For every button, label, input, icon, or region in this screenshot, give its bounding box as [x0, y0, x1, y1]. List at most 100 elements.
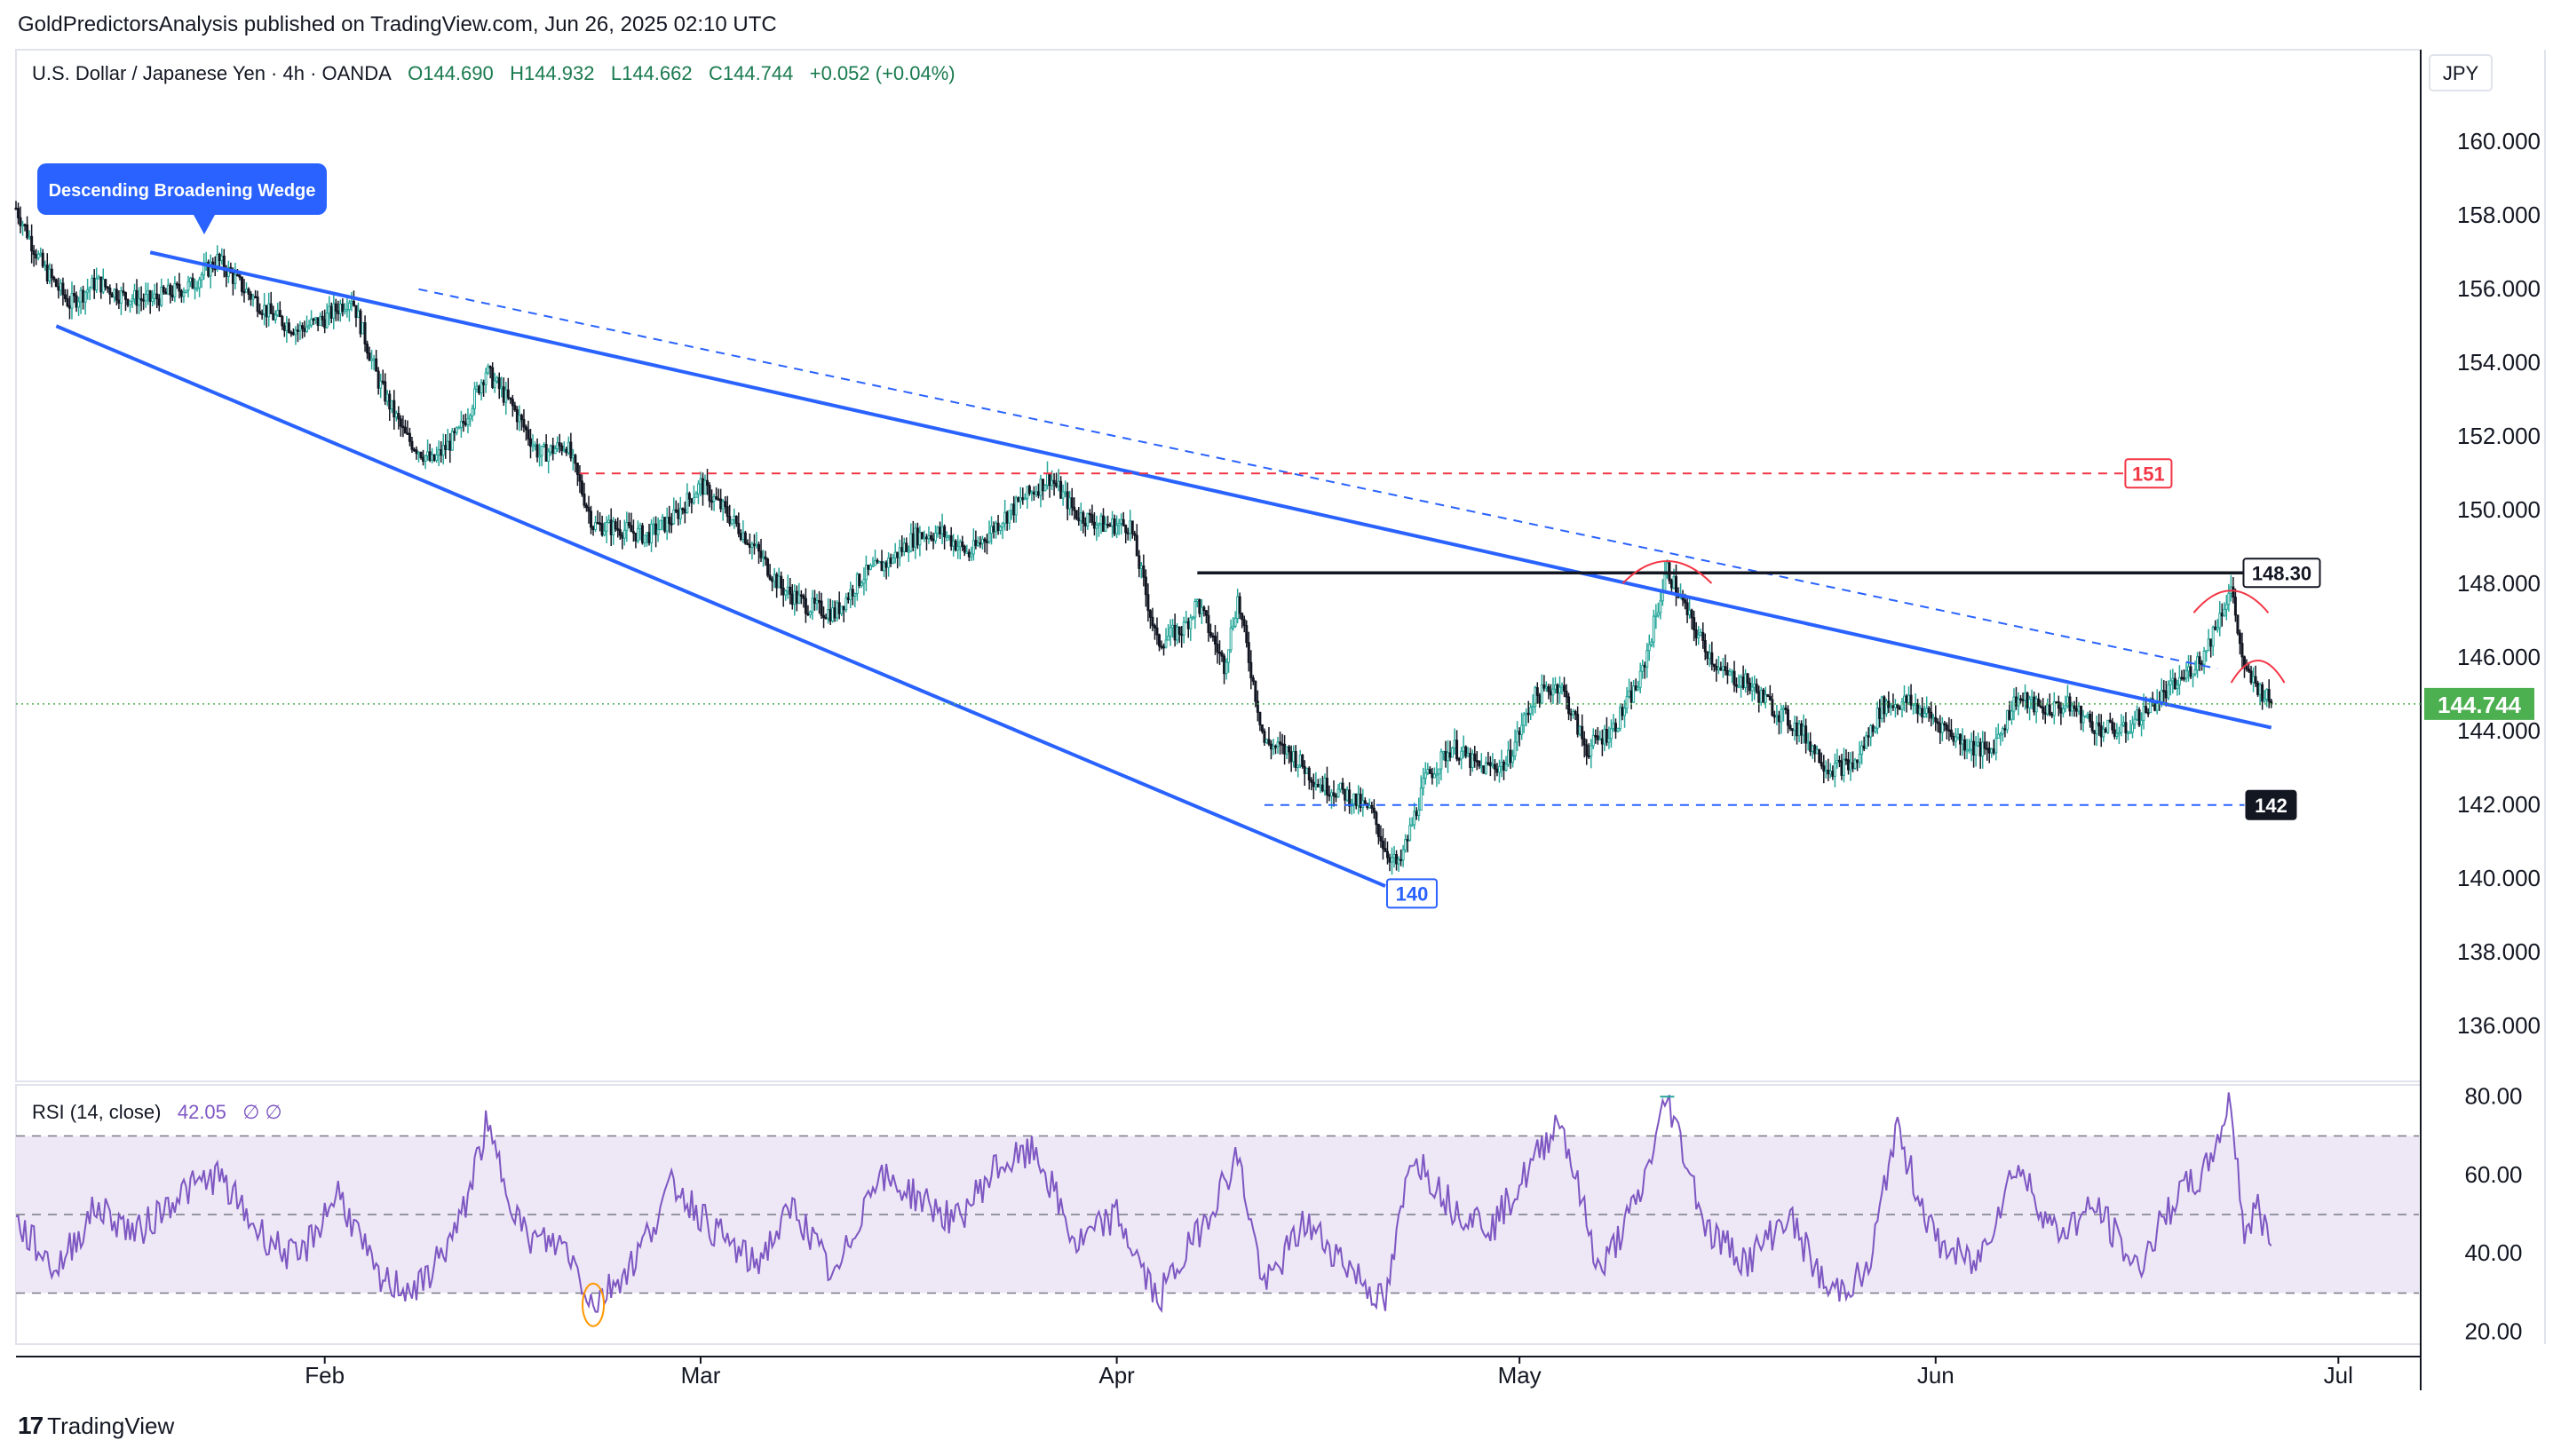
candle	[2021, 699, 2025, 701]
candle	[1560, 684, 1564, 688]
candle	[2223, 608, 2226, 617]
candle	[1755, 684, 1758, 692]
candle	[687, 493, 691, 500]
candle	[916, 527, 919, 546]
candle	[484, 372, 488, 385]
candle	[999, 526, 1003, 531]
candle	[1874, 727, 1877, 732]
candle	[2086, 713, 2089, 716]
candle	[1972, 740, 1976, 756]
candle	[2205, 650, 2208, 653]
candle	[289, 331, 293, 335]
candle	[2126, 732, 2129, 735]
candle	[540, 446, 543, 456]
candle	[1376, 824, 1380, 837]
candle	[1694, 629, 1698, 638]
candle	[1715, 666, 1718, 671]
candle	[1191, 616, 1194, 620]
candle	[858, 574, 861, 586]
candle	[893, 551, 897, 558]
candle	[853, 592, 857, 597]
candle	[864, 565, 868, 581]
candle	[2169, 680, 2172, 685]
candle	[1256, 700, 1259, 713]
candle	[1860, 745, 1864, 755]
candle	[164, 291, 168, 295]
candle	[388, 393, 392, 410]
candle	[110, 293, 114, 298]
candle	[2249, 670, 2253, 684]
candle	[790, 593, 794, 605]
candle	[1323, 778, 1327, 792]
candle	[2186, 666, 2190, 672]
candle	[2145, 706, 2148, 714]
candle	[2064, 705, 2067, 709]
candle	[1305, 767, 1309, 774]
candle	[1797, 723, 1801, 737]
candle	[1074, 510, 1078, 519]
candle	[2167, 684, 2170, 699]
candle	[1014, 497, 1018, 516]
candle	[1925, 708, 1929, 714]
candle	[833, 607, 836, 619]
level-14830-label-box	[2242, 558, 2321, 589]
candle	[1097, 523, 1100, 526]
candle	[296, 329, 299, 332]
candle	[860, 582, 863, 586]
candle	[1120, 518, 1123, 524]
candle	[1641, 664, 1645, 672]
candle	[534, 444, 537, 447]
price-tick-label: 150.000	[2457, 496, 2541, 523]
candle	[298, 325, 302, 331]
candle	[1878, 707, 1882, 719]
candle	[600, 523, 604, 536]
candle	[1650, 641, 1653, 645]
candle	[455, 427, 458, 433]
tradingview-logo[interactable]: 17 TradingView	[18, 1412, 174, 1440]
tradingview-logo-text: TradingView	[47, 1412, 175, 1439]
candle	[1836, 759, 1839, 764]
candle	[1176, 626, 1179, 641]
candle	[381, 380, 385, 384]
candle	[1996, 733, 2000, 740]
candle	[117, 299, 121, 304]
level-142-label-box	[2245, 789, 2297, 820]
candle	[1303, 765, 1306, 774]
candle	[1772, 715, 1776, 718]
candle	[1130, 520, 1134, 534]
candle	[1965, 749, 1969, 752]
candle	[1867, 735, 1870, 738]
candle	[851, 589, 854, 597]
candle	[797, 594, 801, 604]
candle	[1614, 723, 1617, 732]
candle	[868, 565, 872, 570]
candle	[2001, 728, 2004, 735]
candle	[2010, 710, 2013, 720]
candle	[1245, 625, 1249, 644]
candle	[2039, 705, 2042, 708]
candle	[692, 496, 695, 503]
rsi-name[interactable]: RSI (14, close)	[32, 1101, 162, 1123]
candle	[256, 297, 259, 313]
candle	[618, 529, 622, 536]
candle	[278, 310, 281, 318]
candle	[1538, 694, 1542, 704]
candle	[464, 422, 467, 425]
candle	[1992, 748, 1995, 754]
candle	[535, 444, 539, 458]
candle	[1108, 524, 1112, 527]
candle	[1269, 743, 1273, 750]
candle	[162, 286, 165, 293]
candle	[755, 543, 758, 547]
rsi-line	[15, 1092, 2272, 1313]
candle	[1788, 724, 1792, 730]
candle	[1896, 704, 1899, 708]
candle	[829, 609, 832, 621]
candle	[2084, 715, 2088, 718]
candle	[1422, 777, 1425, 789]
candle	[1375, 811, 1378, 826]
symbol-name[interactable]: U.S. Dollar / Japanese Yen · 4h · OANDA	[32, 62, 392, 84]
candle	[1092, 521, 1096, 529]
candle	[1757, 691, 1761, 703]
